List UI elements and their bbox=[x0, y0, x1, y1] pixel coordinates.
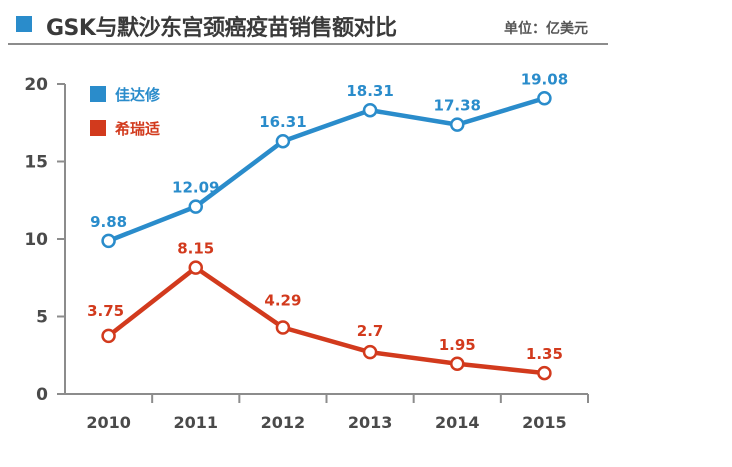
data-point bbox=[362, 102, 378, 118]
legend-item: 希瑞适 bbox=[90, 120, 160, 138]
title-divider bbox=[8, 43, 608, 45]
data-point bbox=[362, 344, 378, 360]
data-point bbox=[537, 91, 552, 106]
data-point bbox=[450, 117, 465, 132]
data-label: 3.75 bbox=[87, 302, 124, 320]
legend-label: 佳达修 bbox=[115, 86, 161, 104]
data-point bbox=[101, 328, 116, 344]
chart-title: GSK与默沙东宫颈癌疫苗销售额对比 bbox=[46, 16, 397, 41]
y-tick-label: 10 bbox=[24, 230, 48, 250]
data-point bbox=[275, 320, 291, 335]
data-label: 16.31 bbox=[259, 113, 306, 131]
x-tick-label: 2010 bbox=[86, 413, 131, 432]
data-point bbox=[188, 260, 203, 275]
y-tick-label: 0 bbox=[36, 385, 48, 405]
y-tick-label: 15 bbox=[24, 153, 48, 173]
legend-item: 佳达修 bbox=[90, 86, 161, 104]
title-square-icon bbox=[16, 16, 32, 32]
y-tick-label: 20 bbox=[24, 75, 48, 95]
legend-swatch bbox=[90, 86, 106, 102]
data-label: 1.35 bbox=[526, 345, 563, 363]
y-axis-ticks: 0 5 10 15 20 bbox=[24, 75, 65, 405]
data-label: 12.09 bbox=[172, 179, 219, 197]
x-tick-label: 2015 bbox=[522, 413, 567, 432]
x-axis-ticks: 2010 2011 2012 2013 2014 2015 bbox=[86, 394, 589, 432]
series-line bbox=[107, 265, 545, 376]
x-tick-label: 2013 bbox=[348, 413, 393, 432]
unit-label: 单位：亿美元 bbox=[504, 21, 588, 37]
series-1: 9.88 12.09 16.31 18.31 17.38 19.08 bbox=[90, 70, 568, 249]
legend-swatch bbox=[90, 120, 106, 136]
data-point bbox=[275, 133, 291, 149]
data-label: 17.38 bbox=[434, 97, 481, 115]
x-tick-label: 2012 bbox=[261, 413, 306, 432]
data-label: 9.88 bbox=[90, 213, 127, 231]
data-label: 2.7 bbox=[357, 322, 384, 340]
series-line bbox=[107, 96, 546, 243]
data-label: 4.29 bbox=[264, 292, 301, 310]
data-point bbox=[101, 233, 116, 249]
x-tick-label: 2011 bbox=[173, 413, 218, 432]
y-tick-label: 5 bbox=[36, 308, 48, 328]
data-label: 19.08 bbox=[521, 70, 568, 88]
x-tick-label: 2014 bbox=[435, 413, 480, 432]
data-label: 1.95 bbox=[439, 336, 476, 354]
series-group: 9.88 12.09 16.31 18.31 17.38 19.08 3.75 8.15 4.2… bbox=[87, 70, 568, 381]
data-point bbox=[188, 199, 203, 214]
legend-label: 希瑞适 bbox=[115, 120, 160, 138]
data-point bbox=[450, 356, 465, 372]
data-point bbox=[537, 365, 552, 381]
data-label: 8.15 bbox=[177, 240, 214, 258]
series-2: 3.75 8.15 4.29 2.7 1.95 1.35 bbox=[87, 240, 563, 381]
data-label: 18.31 bbox=[346, 82, 393, 100]
